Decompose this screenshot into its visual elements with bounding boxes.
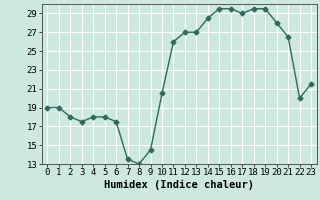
X-axis label: Humidex (Indice chaleur): Humidex (Indice chaleur) [104, 180, 254, 190]
